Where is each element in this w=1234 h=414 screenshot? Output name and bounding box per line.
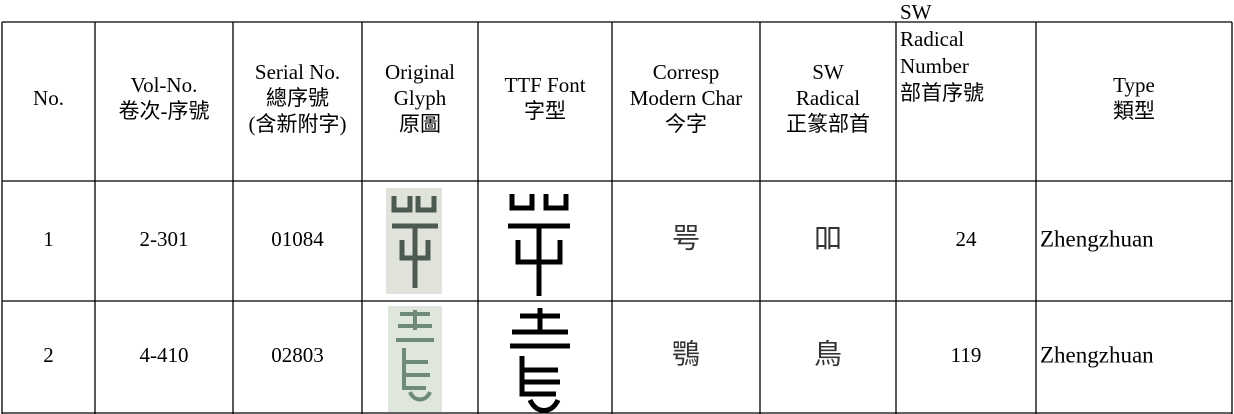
header-text: Radical [900,27,964,51]
cell-text: 鳥 [814,338,842,370]
header-text: (含新附字) [249,112,347,136]
header-text: SW [812,60,844,84]
table-grid [1,21,1233,414]
cells: No. Vol-No.卷次-序號 Serial No.總序號(含新附字) Origin… [33,0,1155,370]
header-text: 字型 [524,99,566,123]
header-text: Glyph [394,86,447,110]
header-text: Original [385,60,455,84]
header-text: Corresp [653,60,720,84]
cell-text: Zhengzhuan [1040,226,1154,251]
header-text: Type [1113,73,1155,97]
header-text: No. [33,86,64,110]
cell-text: 鶚 [672,338,700,370]
header-text: 正篆部首 [786,112,870,136]
cell-text: 02803 [271,343,324,367]
cell-text: 01084 [271,227,324,251]
cell-text: 1 [43,227,54,251]
header-text: 卷次-序號 [119,99,210,123]
cell-text: Zhengzhuan [1040,342,1154,367]
header-text: Serial No. [255,60,340,84]
header-text: 總序號 [266,86,329,110]
header-text: Radical [796,86,860,110]
header-text: Modern Char [630,86,743,110]
header-text: 原圖 [399,112,441,136]
ttf-glyph [508,194,570,296]
ttf-glyph [510,308,570,413]
header-text: 部首序號 [900,81,984,105]
header-text: 今字 [665,112,707,136]
header-text: Number [900,54,969,78]
cell-text: 咢 [672,223,700,254]
cell-text: 2 [43,343,54,367]
header-text: 類型 [1113,99,1155,123]
cell-text: 吅 [814,223,842,254]
header-text: TTF Font [504,73,585,97]
cell-text: 119 [951,343,982,367]
header-text: SW [900,0,932,24]
original-glyph-image [386,188,442,294]
cell-text: 24 [956,227,978,251]
header-text: Vol-No. [131,73,198,97]
cell-text: 2-301 [140,227,189,251]
cell-text: 4-410 [140,343,189,367]
original-glyph-image [388,306,442,412]
